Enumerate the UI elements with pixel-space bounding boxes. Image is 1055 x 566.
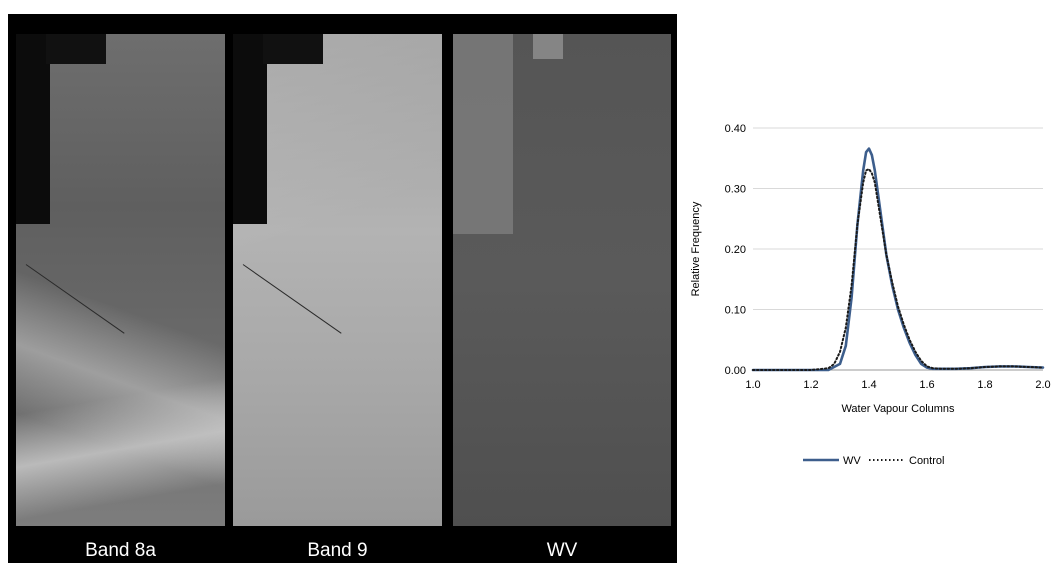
x-tick-label: 1.0 bbox=[745, 379, 760, 391]
y-tick-label: 0.40 bbox=[725, 123, 746, 135]
water-body bbox=[263, 34, 323, 64]
land-area bbox=[533, 34, 563, 59]
water-body bbox=[16, 34, 50, 224]
satellite-image-panel: Band 8a Band 9 WV bbox=[8, 14, 677, 563]
legend-label-control: Control bbox=[909, 455, 944, 467]
band-9-image bbox=[233, 34, 442, 526]
y-tick-label: 0.30 bbox=[725, 184, 746, 196]
y-tick-label: 0.10 bbox=[725, 305, 746, 317]
wv-image bbox=[453, 34, 671, 526]
x-tick-label: 1.4 bbox=[861, 379, 876, 391]
y-tick-label: 0.00 bbox=[725, 365, 746, 377]
y-tick-label: 0.20 bbox=[725, 244, 746, 256]
series-line-wv bbox=[751, 147, 1045, 372]
x-tick-label: 2.0 bbox=[1035, 379, 1050, 391]
x-tick-label: 1.6 bbox=[919, 379, 934, 391]
band-8a-image bbox=[16, 34, 225, 526]
land-area bbox=[453, 34, 513, 234]
image-label-wv: WV bbox=[546, 540, 578, 561]
y-axis-label: Relative Frequency bbox=[690, 201, 702, 296]
relative-frequency-chart: 0.00 0.10 0.20 0.30 0.40 1.0 1.2 1.4 1.6 1.8 2.0 Wa… bbox=[683, 112, 1055, 480]
road-line bbox=[242, 264, 342, 334]
x-tick-label: 1.8 bbox=[977, 379, 992, 391]
x-axis-label: Water Vapour Columns bbox=[841, 403, 955, 415]
series-line-control bbox=[752, 168, 1044, 371]
chart-canvas: 0.00 0.10 0.20 0.30 0.40 1.0 1.2 1.4 1.6 1.8 2.0 Wa… bbox=[690, 123, 1051, 467]
image-label-band-8a: Band 8a bbox=[85, 540, 156, 561]
water-body bbox=[233, 34, 267, 224]
legend-label-wv: WV bbox=[843, 455, 861, 467]
image-label-band-9: Band 9 bbox=[307, 540, 368, 561]
x-tick-label: 1.2 bbox=[803, 379, 818, 391]
water-body bbox=[46, 34, 106, 64]
road-line bbox=[25, 264, 125, 334]
